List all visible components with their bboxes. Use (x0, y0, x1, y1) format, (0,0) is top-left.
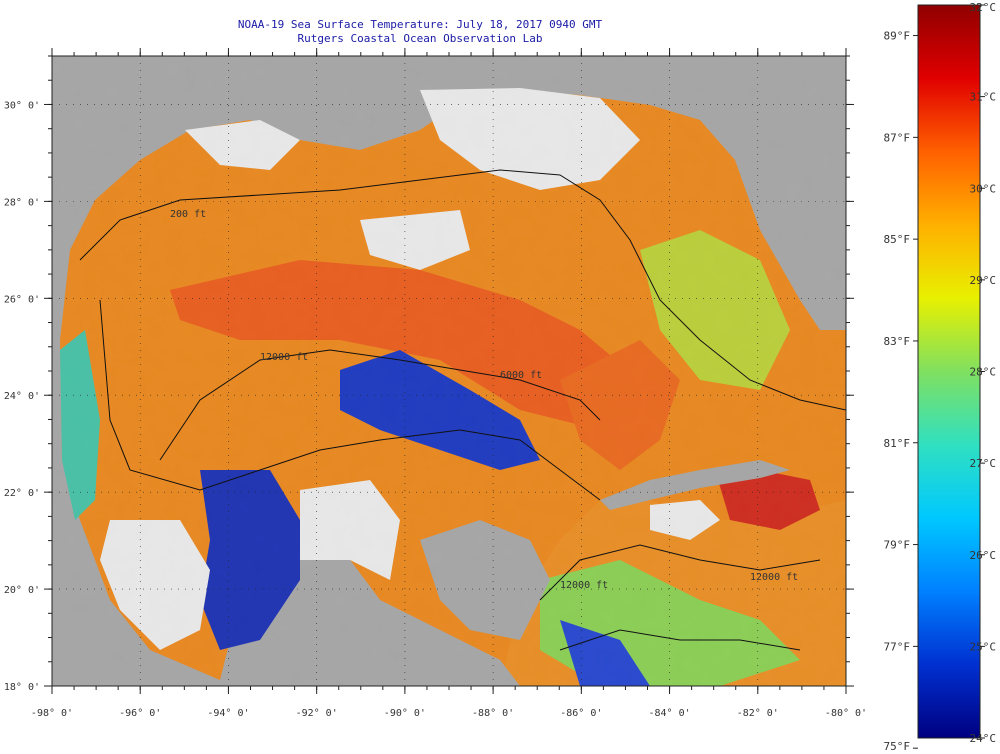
colorbar-fahrenheit-label: 77°F (884, 640, 911, 653)
colorbar-celsius-label: 28°C (970, 366, 997, 379)
lon-label: -90° 0' (384, 708, 426, 719)
lat-label: 20° 0' (4, 585, 40, 596)
contour-label: 12000 ft (560, 580, 608, 591)
map-plot-area (52, 56, 846, 686)
colorbar-fahrenheit-label: 87°F (884, 131, 911, 144)
lat-label: 30° 0' (4, 100, 40, 111)
lat-label: 22° 0' (4, 488, 40, 499)
lon-label: -82° 0' (737, 708, 779, 719)
colorbar-fahrenheit-label: 75°F (884, 740, 911, 753)
colorbar-celsius-label: 24°C (970, 732, 997, 745)
graticule (52, 56, 846, 686)
map-subtitle: Rutgers Coastal Ocean Observation Lab (297, 32, 543, 45)
lon-label: -92° 0' (296, 708, 338, 719)
lon-label: -86° 0' (560, 708, 602, 719)
lon-label: -98° 0' (31, 708, 73, 719)
contour-label: 6000 ft (500, 370, 542, 381)
axis-ticks: -98° 0' -96° 0' -94° 0' -92° 0' -90° 0' -88° … (4, 48, 867, 719)
contour-label: 12000 ft (260, 352, 308, 363)
colorbar-fahrenheit-label: 83°F (884, 335, 911, 348)
colorbar-fahrenheit-label: 81°F (884, 437, 911, 450)
colorbar-celsius-label: 26°C (970, 549, 997, 562)
lat-label: 24° 0' (4, 391, 40, 402)
colorbar-celsius-label: 32°C (970, 1, 997, 14)
lon-label: -80° 0' (825, 708, 867, 719)
colorbar-celsius-label: 27°C (970, 457, 997, 470)
colorbar-celsius-label: 29°C (970, 274, 997, 287)
colorbar-celsius-label: 25°C (970, 640, 997, 653)
lat-label: 26° 0' (4, 294, 40, 305)
sst-noise-texture (52, 56, 846, 686)
contour-deep-loop (99, 299, 601, 501)
lat-label: 28° 0' (4, 197, 40, 208)
contour-200ft (79, 169, 846, 411)
lon-label: -88° 0' (472, 708, 514, 719)
lon-label: -84° 0' (648, 708, 690, 719)
lon-label: -96° 0' (119, 708, 161, 719)
colorbar-celsius-label: 31°C (970, 91, 997, 104)
lon-label: -94° 0' (207, 708, 249, 719)
contour-label: 200 ft (170, 209, 206, 220)
map-title: NOAA-19 Sea Surface Temperature: July 18… (237, 18, 603, 31)
colorbar-celsius-label: 30°C (970, 182, 997, 195)
contour-caribbean-1 (539, 544, 821, 601)
colorbar-fahrenheit-label: 85°F (884, 233, 911, 246)
lat-label: 18° 0' (4, 682, 40, 693)
colorbar-fahrenheit-label: 79°F (884, 539, 911, 552)
colorbar-fahrenheit-label: 89°F (884, 30, 911, 43)
contour-label: 12000 ft (750, 572, 798, 583)
contour-caribbean-2 (559, 629, 801, 651)
colorbar-labels: 32°C 31°C 30°C 29°C 28°C 27°C 26°C 25°C 24°C 89°F… (884, 1, 997, 753)
contour-yucatan (159, 349, 601, 461)
colorbar (917, 4, 981, 739)
